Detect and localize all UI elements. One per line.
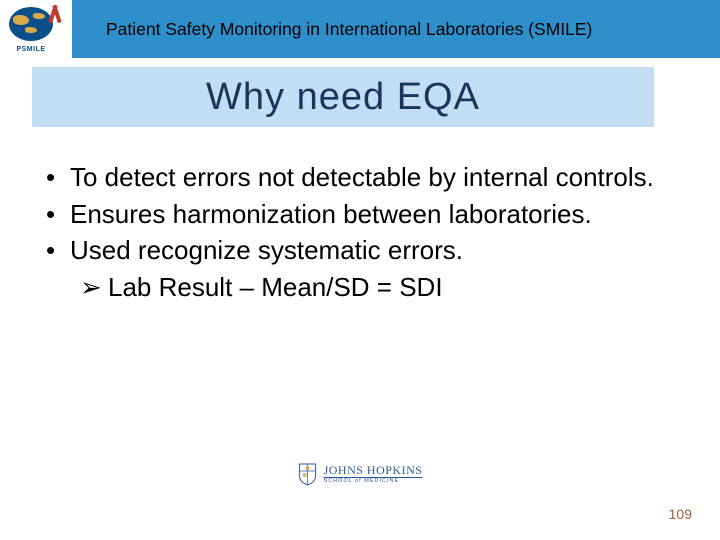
bullet-text: To detect errors not detectable by inter… — [70, 162, 654, 193]
bullet-text: Used recognize systematic errors. — [70, 235, 463, 266]
bullet-item: • To detect errors not detectable by int… — [46, 162, 674, 193]
shield-icon — [298, 462, 318, 486]
bullet-icon: • — [46, 199, 70, 230]
slide: PSMILE Patient Safety Monitoring in Inte… — [0, 0, 720, 540]
ribbon-icon — [49, 5, 61, 25]
sub-bullet-item: ➢ Lab Result – Mean/SD = SDI — [80, 272, 674, 303]
slide-body: • To detect errors not detectable by int… — [46, 162, 674, 303]
arrow-icon: ➢ — [80, 272, 108, 303]
institution-subline: SCHOOL of MEDICINE — [324, 477, 423, 485]
institution-name: JOHNS HOPKINS — [324, 464, 423, 476]
footer-text: JOHNS HOPKINS SCHOOL of MEDICINE — [324, 464, 423, 485]
bullet-item: • Used recognize systematic errors. — [46, 235, 674, 266]
psmile-logo-box: PSMILE — [0, 0, 72, 58]
psmile-logo: PSMILE — [9, 5, 63, 53]
header-title: Patient Safety Monitoring in Internation… — [72, 19, 720, 40]
sub-bullet-text: Lab Result – Mean/SD = SDI — [108, 272, 443, 303]
psmile-logo-label: PSMILE — [9, 46, 53, 53]
bullet-icon: • — [46, 162, 70, 193]
globe-icon — [9, 7, 53, 41]
footer-logo: JOHNS HOPKINS SCHOOL of MEDICINE — [298, 462, 423, 486]
title-band: Why need EQA — [32, 67, 654, 127]
bullet-text: Ensures harmonization between laboratori… — [70, 199, 592, 230]
bullet-item: • Ensures harmonization between laborato… — [46, 199, 674, 230]
slide-title: Why need EQA — [206, 76, 480, 119]
bullet-icon: • — [46, 235, 70, 266]
header-bar: PSMILE Patient Safety Monitoring in Inte… — [0, 0, 720, 58]
page-number: 109 — [669, 506, 692, 522]
